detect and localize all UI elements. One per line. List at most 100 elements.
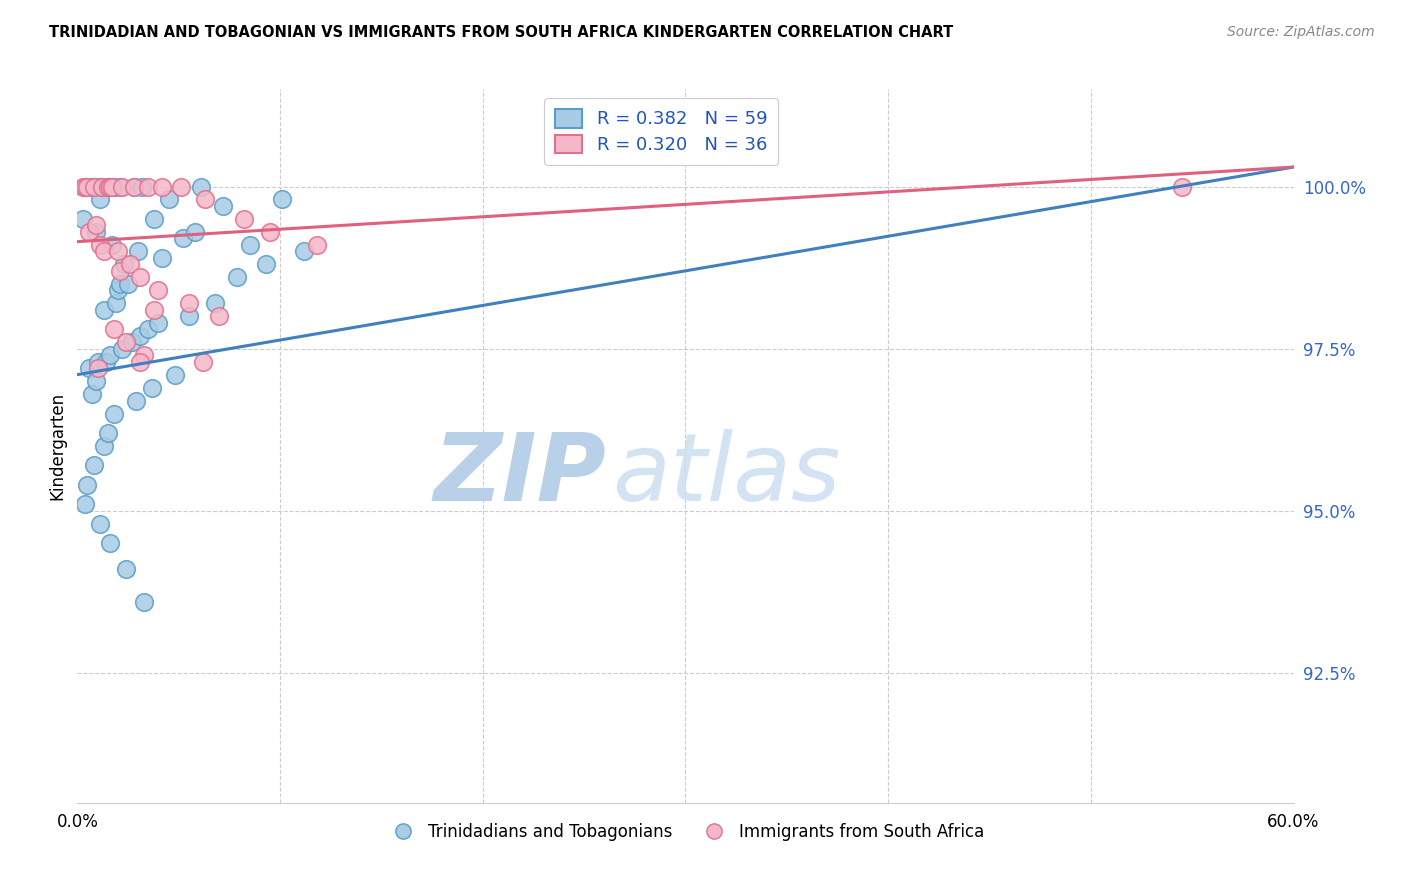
Point: [232, 211, 254, 226]
Point: [129, 354, 152, 368]
Point: [127, 244, 149, 259]
Point: [170, 179, 193, 194]
Point: [111, 179, 134, 194]
Point: [152, 251, 174, 265]
Point: [121, 335, 143, 350]
Point: [79, 225, 101, 239]
Point: [83, 179, 105, 194]
Point: [90, 179, 112, 194]
Point: [134, 595, 156, 609]
Point: [98, 179, 121, 194]
Point: [103, 322, 125, 336]
Point: [83, 458, 105, 473]
Point: [93, 302, 115, 317]
Point: [271, 193, 294, 207]
Point: [226, 270, 249, 285]
Point: [136, 179, 159, 194]
Point: [208, 310, 231, 324]
Point: [191, 354, 214, 368]
Point: [103, 407, 125, 421]
Text: Source: ZipAtlas.com: Source: ZipAtlas.com: [1227, 25, 1375, 39]
Point: [136, 322, 159, 336]
Text: atlas: atlas: [613, 429, 841, 520]
Point: [98, 536, 121, 550]
Point: [148, 283, 170, 297]
Point: [108, 264, 131, 278]
Point: [292, 244, 315, 259]
Point: [129, 328, 152, 343]
Point: [172, 231, 194, 245]
Point: [79, 361, 101, 376]
Point: [93, 439, 115, 453]
Point: [101, 179, 124, 194]
Point: [129, 270, 152, 285]
Point: [305, 238, 328, 252]
Point: [90, 179, 112, 194]
Point: [86, 179, 108, 194]
Point: [134, 348, 156, 362]
Point: [157, 193, 180, 207]
Point: [89, 193, 111, 207]
Point: [184, 225, 207, 239]
Point: [108, 277, 131, 291]
Point: [94, 354, 117, 368]
Point: [80, 179, 103, 194]
Point: [107, 244, 129, 259]
Point: [97, 179, 120, 194]
Point: [112, 257, 135, 271]
Point: [72, 211, 94, 226]
Text: TRINIDADIAN AND TOBAGONIAN VS IMMIGRANTS FROM SOUTH AFRICA KINDERGARTEN CORRELAT: TRINIDADIAN AND TOBAGONIAN VS IMMIGRANTS…: [49, 25, 953, 40]
Point: [75, 497, 97, 511]
Point: [204, 296, 226, 310]
Point: [148, 316, 170, 330]
Point: [115, 335, 138, 350]
Point: [177, 310, 200, 324]
Point: [254, 257, 277, 271]
Point: [76, 179, 98, 194]
Point: [84, 219, 107, 233]
Point: [98, 348, 121, 362]
Text: ZIP: ZIP: [433, 428, 606, 521]
Point: [104, 296, 127, 310]
Y-axis label: Kindergarten: Kindergarten: [48, 392, 66, 500]
Point: [107, 283, 129, 297]
Legend: Trinidadians and Tobagonians, Immigrants from South Africa: Trinidadians and Tobagonians, Immigrants…: [380, 817, 991, 848]
Point: [97, 425, 120, 440]
Point: [80, 387, 103, 401]
Point: [86, 354, 108, 368]
Point: [72, 179, 94, 194]
Point: [115, 562, 138, 576]
Point: [89, 516, 111, 531]
Point: [111, 342, 134, 356]
Point: [212, 199, 235, 213]
Point: [122, 179, 145, 194]
Point: [75, 179, 97, 194]
Point: [86, 361, 108, 376]
Point: [190, 179, 212, 194]
Point: [108, 179, 131, 194]
Point: [97, 179, 120, 194]
Point: [163, 368, 186, 382]
Point: [118, 257, 141, 271]
Point: [76, 478, 98, 492]
Point: [141, 381, 163, 395]
Point: [76, 179, 98, 194]
Point: [143, 302, 166, 317]
Point: [84, 225, 107, 239]
Point: [125, 393, 148, 408]
Point: [84, 374, 107, 388]
Point: [152, 179, 174, 194]
Point: [122, 179, 145, 194]
Point: [131, 179, 153, 194]
Point: [83, 179, 105, 194]
Point: [143, 211, 166, 226]
Point: [1171, 179, 1194, 194]
Point: [103, 179, 125, 194]
Point: [117, 277, 139, 291]
Point: [194, 193, 217, 207]
Point: [101, 238, 124, 252]
Point: [259, 225, 281, 239]
Point: [89, 238, 111, 252]
Point: [177, 296, 200, 310]
Point: [239, 238, 262, 252]
